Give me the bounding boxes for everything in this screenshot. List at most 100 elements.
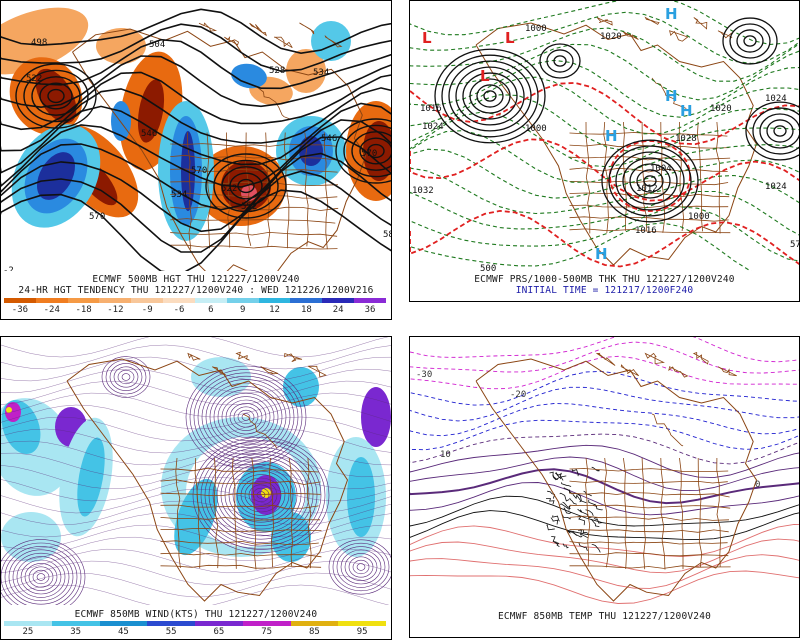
- streamline: [336, 546, 386, 588]
- scale-label: 24: [332, 305, 344, 315]
- streamline: [1, 440, 391, 466]
- terrain-isotherm: [593, 518, 603, 524]
- streamline: [1, 536, 391, 562]
- terrain-isotherm: [577, 508, 588, 515]
- tendency-shade: [286, 49, 326, 93]
- isobar: [629, 163, 671, 199]
- arctic-island: [620, 30, 639, 40]
- wind-speed-shade: [347, 457, 375, 537]
- isobar-value-label: 1000: [525, 24, 547, 34]
- arctic-island: [693, 17, 708, 30]
- isobar: [553, 55, 567, 67]
- high-pressure-marker: H: [665, 5, 678, 23]
- state-border: [170, 218, 336, 224]
- closed-contour: [213, 159, 279, 213]
- terrain-isotherm: [552, 474, 562, 481]
- terrain-isotherm: [585, 509, 594, 516]
- closed-contour: [351, 131, 391, 171]
- scale-label: 95: [356, 627, 368, 637]
- wind-speed-shade: [283, 367, 319, 407]
- scale-label: 65: [213, 627, 225, 637]
- closed-contour: [15, 63, 97, 129]
- color-swatch: [242, 621, 291, 626]
- isobar: [722, 17, 778, 65]
- state-border: [569, 156, 731, 161]
- scale-label: -12: [107, 305, 124, 315]
- scale-label: -9: [141, 305, 153, 315]
- caption-850mb-temp: ECMWF 850MB TEMP THU 121227/1200V240: [497, 611, 712, 622]
- streamline: [340, 549, 382, 585]
- streamline: [256, 491, 266, 499]
- thickness-540-line: [410, 81, 799, 146]
- terrain-isotherm: [547, 490, 556, 499]
- state-border: [569, 515, 730, 521]
- isotherm: [410, 337, 799, 363]
- height-contour: [1, 136, 391, 211]
- contour-value-label: 570: [89, 212, 105, 222]
- state-border: [623, 457, 628, 570]
- tendency-shade: [35, 68, 77, 124]
- arctic-island: [324, 34, 343, 48]
- streamline: [117, 369, 135, 385]
- streamline: [1, 542, 82, 605]
- streamline: [328, 539, 391, 595]
- color-swatch: [322, 298, 355, 303]
- wind-speed-shade: [77, 437, 105, 517]
- tendency-shade: [37, 152, 75, 200]
- state-border: [585, 121, 591, 234]
- arctic-island: [235, 351, 250, 361]
- isobar: [752, 107, 799, 155]
- terrain-isotherm: [572, 494, 582, 503]
- color-swatch: [147, 621, 195, 626]
- state-border: [678, 121, 685, 231]
- color-swatch: [4, 298, 36, 303]
- streamline: [20, 559, 62, 595]
- height-contour: [1, 189, 391, 271]
- streamline: [1, 337, 389, 358]
- state-border: [187, 132, 192, 250]
- terrain-isotherm: [591, 466, 600, 472]
- streamline: [12, 552, 70, 602]
- terrain-isotherm: [546, 498, 555, 505]
- scale-label: 25: [22, 627, 34, 637]
- terrain-isotherm: [578, 529, 588, 539]
- height-contour: [1, 71, 391, 131]
- coastline: [66, 358, 349, 602]
- terrain-isotherm: [562, 501, 571, 511]
- color-swatch: [338, 621, 386, 626]
- wind-speed-shade: [191, 357, 251, 397]
- streamline: [1, 356, 391, 382]
- state-border: [569, 552, 729, 557]
- hudson-bay: [256, 86, 291, 120]
- high-pressure-marker: H: [605, 127, 618, 145]
- hudson-bay: [242, 413, 278, 449]
- terrain-isotherm: [550, 517, 559, 525]
- state-border: [569, 529, 729, 533]
- state-border: [569, 504, 731, 509]
- state-border: [170, 168, 338, 173]
- arctic-island: [717, 366, 737, 377]
- state-border: [160, 552, 322, 558]
- streamline: [113, 366, 139, 388]
- closed-contour: [221, 166, 271, 206]
- scale-label: -18: [75, 305, 92, 315]
- height-contour: [1, 87, 391, 152]
- isotherm: [410, 370, 799, 406]
- isobar: [462, 72, 518, 120]
- state-border: [160, 528, 322, 533]
- terrain-isotherm: [552, 540, 560, 548]
- panel-500mb-height: 498 504 522 570 528 534 546 570 534 522 546 570 58 55…: [0, 0, 392, 320]
- streamline: [1, 560, 391, 586]
- closed-contour: [205, 153, 287, 219]
- streamline: [1, 500, 391, 526]
- isobar: [773, 125, 787, 137]
- isobar: [448, 60, 532, 132]
- state-border: [213, 457, 219, 569]
- state-border: [569, 565, 731, 569]
- isobar: [546, 49, 574, 73]
- height-contour: [1, 8, 391, 55]
- isotherm: [410, 444, 799, 479]
- coastline: [475, 22, 758, 266]
- streamline: [332, 542, 390, 592]
- terrain-isotherm: [562, 543, 569, 549]
